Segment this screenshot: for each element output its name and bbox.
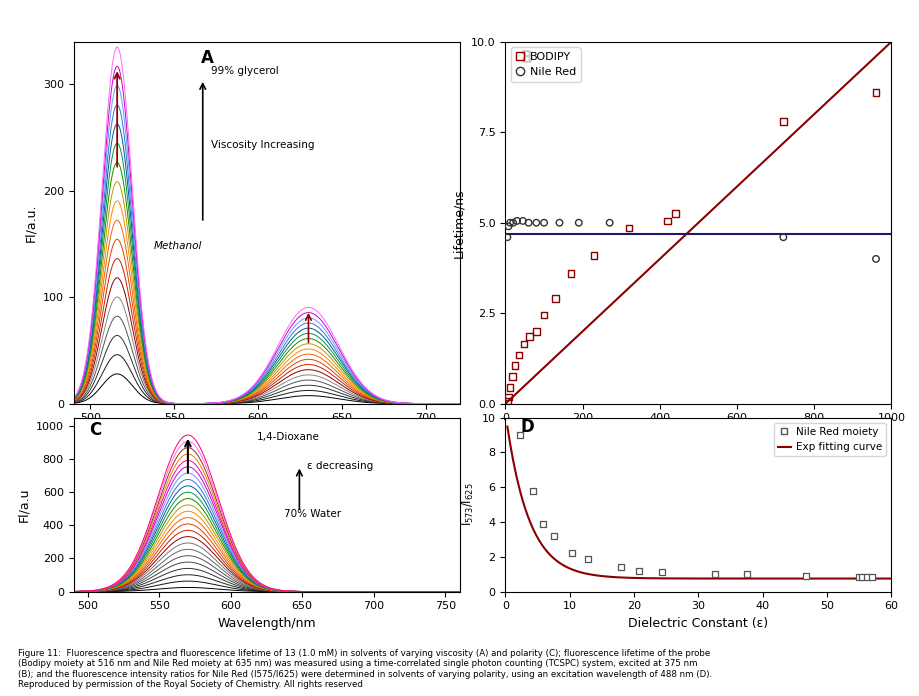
Point [552, 217, 567, 228]
Y-axis label: Lifetime/ns: Lifetime/ns [452, 188, 466, 258]
Point [526, 485, 540, 496]
Point [505, 371, 520, 382]
Point [621, 223, 636, 234]
Point [503, 217, 517, 228]
Y-axis label: Fl/a.u: Fl/a.u [17, 487, 30, 522]
Point [572, 217, 586, 228]
Text: 1,4-Dioxane: 1,4-Dioxane [256, 432, 320, 442]
Point [855, 571, 869, 583]
Y-axis label: Fl/a.u.: Fl/a.u. [24, 203, 37, 242]
Point [522, 331, 537, 342]
Point [500, 395, 515, 406]
Text: C: C [89, 421, 101, 439]
Point [654, 567, 669, 578]
Point [859, 571, 874, 583]
Point [660, 215, 675, 226]
Point [799, 571, 813, 582]
Point [581, 553, 596, 564]
Point [776, 116, 790, 127]
Text: ε decreasing: ε decreasing [307, 461, 373, 471]
Point [510, 215, 525, 226]
Text: B: B [521, 49, 534, 68]
Point [602, 217, 617, 228]
Point [503, 382, 517, 393]
Point [500, 232, 515, 243]
Point [852, 571, 867, 583]
Point [868, 253, 883, 264]
Point [868, 87, 883, 98]
Point [516, 215, 530, 226]
Point [565, 548, 580, 559]
X-axis label: Dielectric Constant (ε): Dielectric Constant (ε) [629, 617, 768, 630]
Point [529, 326, 544, 337]
Point [708, 569, 722, 580]
Point [512, 349, 527, 361]
X-axis label: Wavelength/nm: Wavelength/nm [217, 617, 316, 630]
Point [587, 250, 602, 261]
Text: 70% Water: 70% Water [284, 509, 341, 519]
Point [776, 232, 790, 243]
Y-axis label: I$_{573}$/I$_{625}$: I$_{573}$/I$_{625}$ [461, 483, 476, 526]
Point [536, 518, 550, 530]
Point [505, 217, 520, 228]
Text: A: A [201, 49, 214, 68]
Text: Viscosity Increasing: Viscosity Increasing [211, 140, 314, 150]
Point [537, 310, 551, 321]
Point [668, 208, 683, 219]
Point [563, 268, 578, 279]
Text: Figure 11:  Fluorescence spectra and fluorescence lifetime of 13 (1.0 mM) in sol: Figure 11: Fluorescence spectra and fluo… [18, 649, 712, 689]
Point [631, 565, 646, 576]
Point [512, 429, 527, 441]
Legend: Nile Red moiety, Exp fitting curve: Nile Red moiety, Exp fitting curve [774, 422, 886, 457]
Point [501, 221, 516, 232]
Text: D: D [521, 418, 535, 436]
X-axis label: Viscosity/cp: Viscosity/cp [662, 429, 735, 442]
Point [613, 562, 628, 573]
X-axis label: Wavelength/nm: Wavelength/nm [217, 429, 316, 442]
Point [865, 571, 879, 583]
Legend: BODIPY, Nile Red: BODIPY, Nile Red [511, 47, 581, 81]
Point [516, 338, 531, 349]
Point [739, 569, 754, 580]
Point [537, 217, 551, 228]
Point [507, 360, 522, 371]
Text: 99% glycerol: 99% glycerol [211, 66, 278, 76]
Text: Methanol: Methanol [154, 242, 202, 251]
Point [501, 392, 516, 403]
Point [549, 293, 563, 304]
Point [521, 217, 536, 228]
Point [547, 530, 562, 541]
Point [529, 217, 544, 228]
